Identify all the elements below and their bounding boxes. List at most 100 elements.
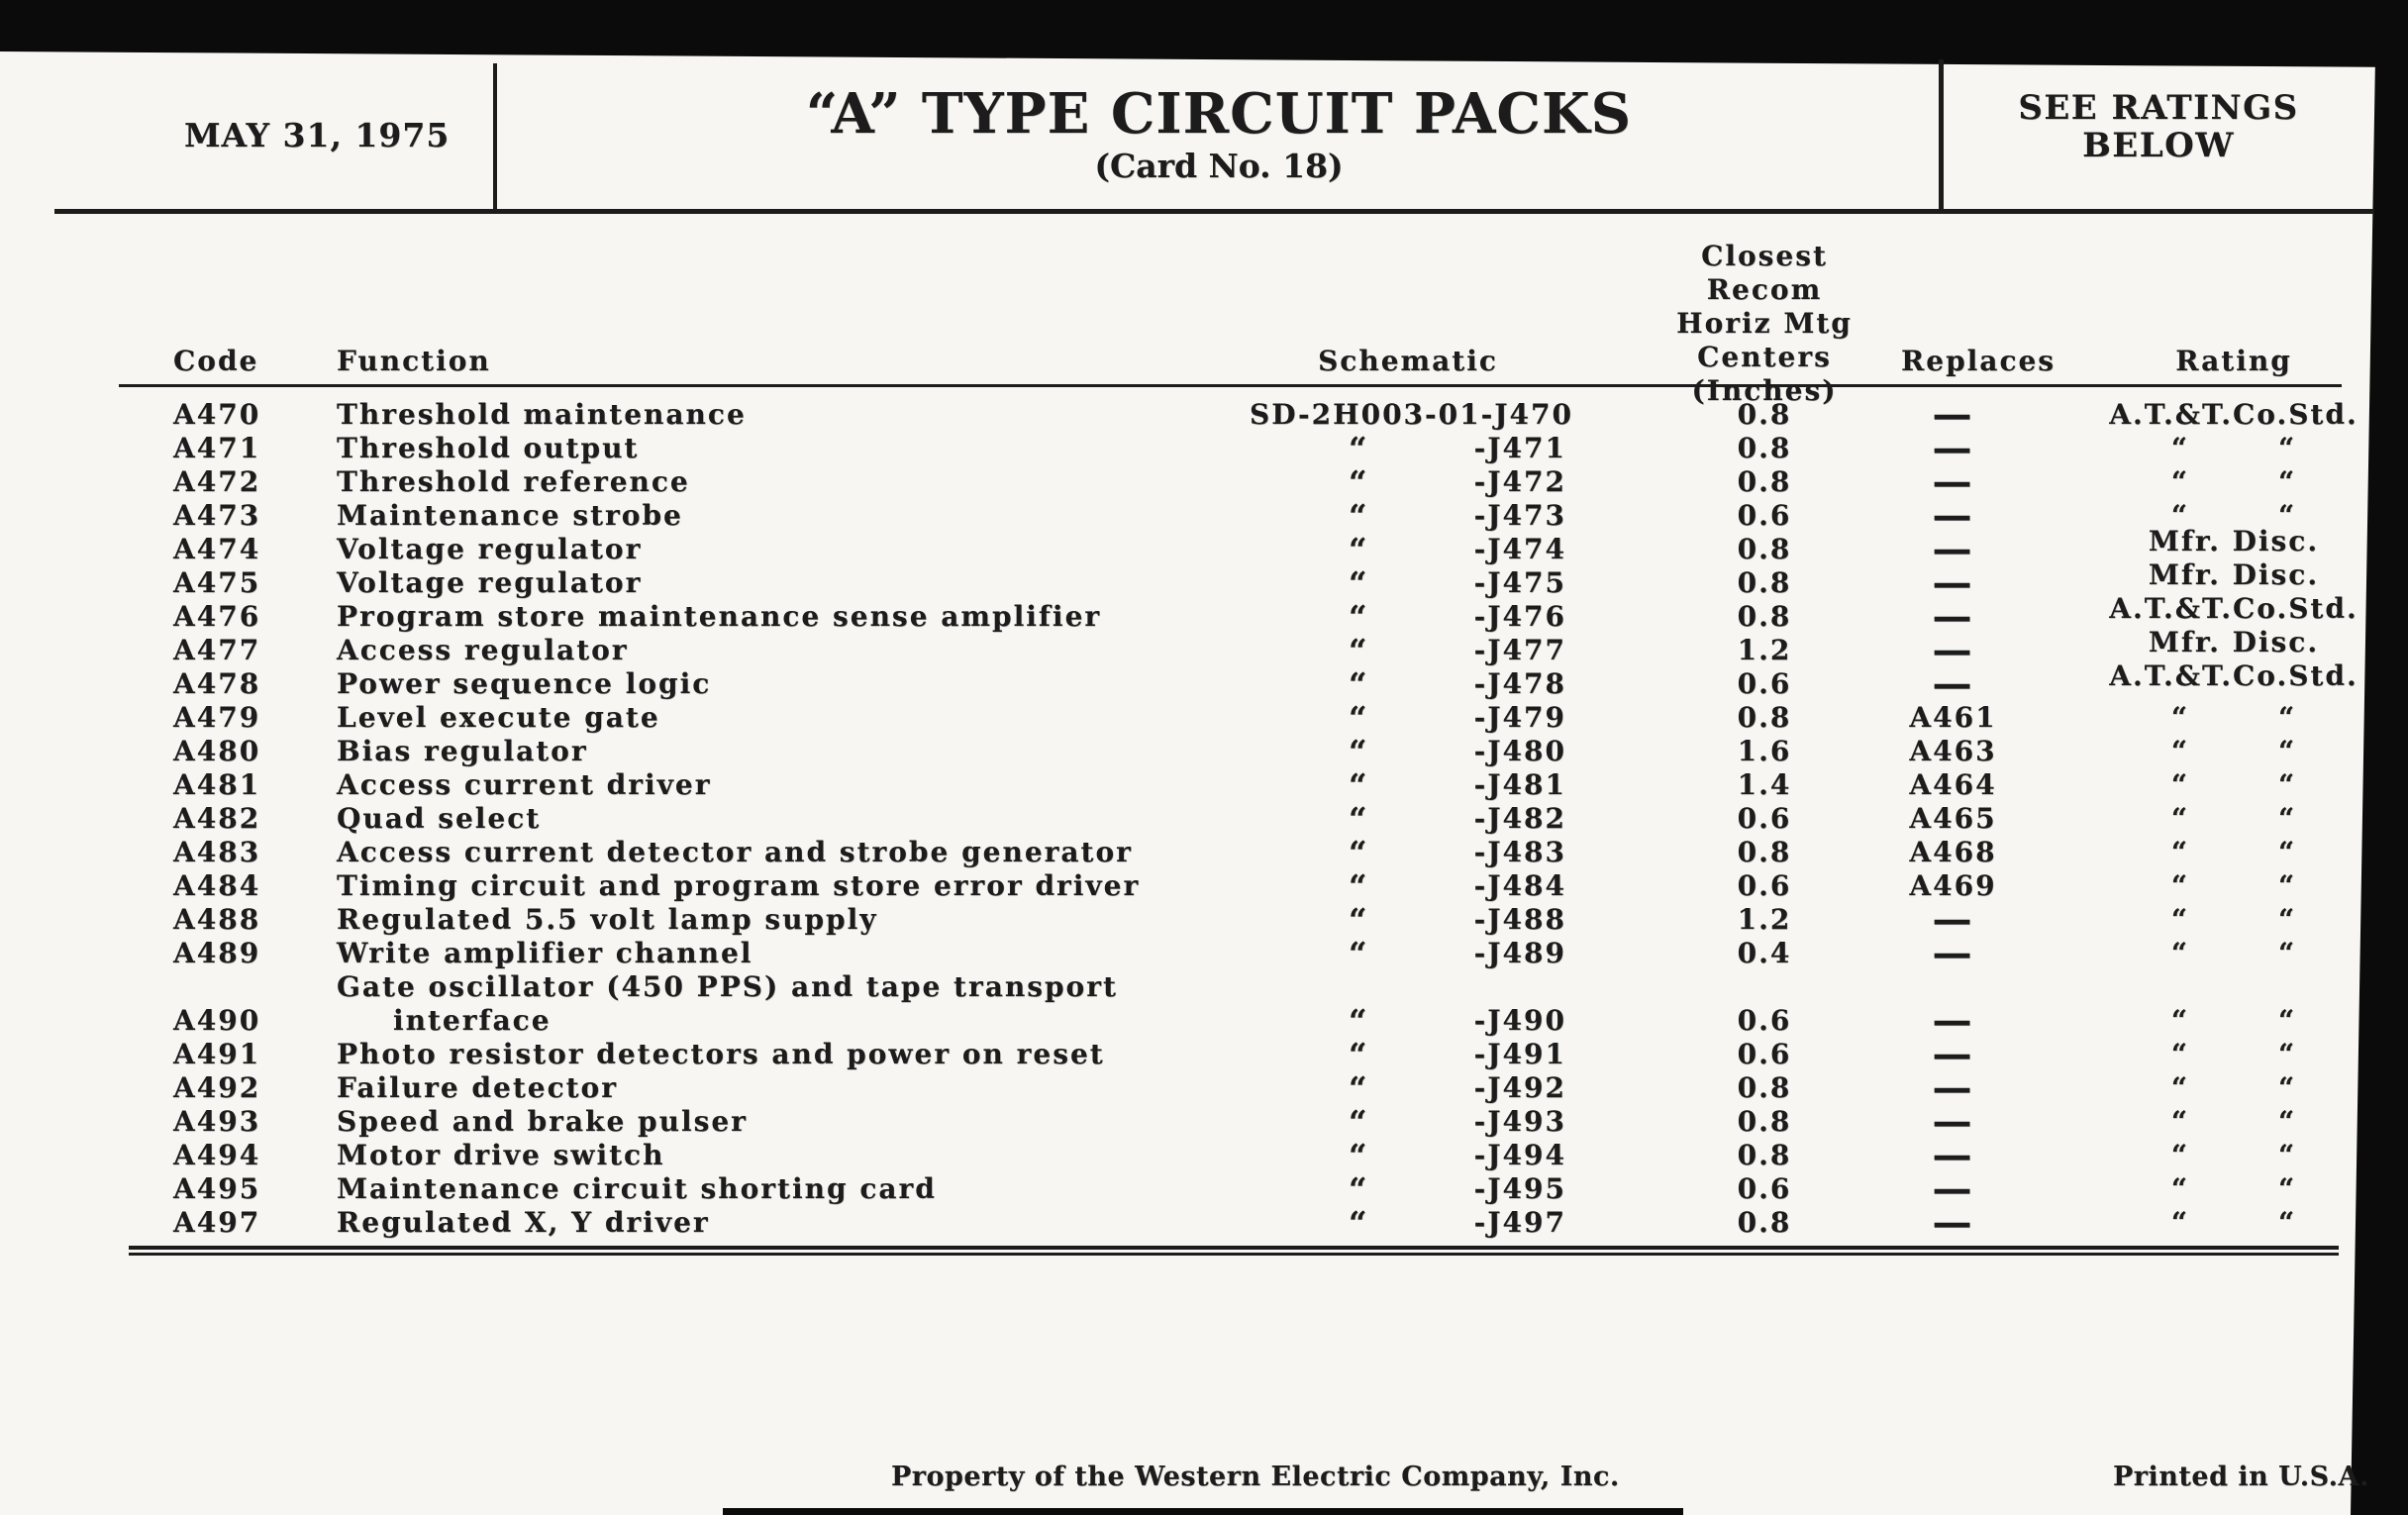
card-number: (Card No. 18) [1094, 147, 1344, 185]
cell-schematic: “ -J477 [1250, 634, 1566, 667]
cell-rating: “ “ [2170, 1206, 2297, 1239]
cell-schematic: “ -J497 [1250, 1206, 1566, 1240]
cell-function: Quad select [337, 802, 1250, 836]
table-row: A470 Threshold maintenance SD-2H003-01-J… [173, 395, 2371, 435]
table-row: A475 Voltage regulator “ -J475 0.8 — Mfr… [173, 558, 2371, 606]
ditto-mark: “ [1349, 430, 1369, 467]
cell-code: A484 [173, 869, 261, 902]
date-label: MAY 31, 1975 [184, 116, 451, 154]
cell-replaces: — [1932, 559, 1974, 606]
cell-rating: “ “ [2170, 465, 2297, 498]
cell-centers: 1.2 [1737, 634, 1792, 666]
cell-replaces: — [1932, 930, 1974, 976]
cell-code: A475 [173, 566, 261, 599]
cell-function: Access regulator [337, 634, 1250, 667]
cell-replaces: A465 [1909, 802, 1997, 835]
footer-printed-in: Printed in U.S.A. [2113, 1462, 2369, 1492]
function-text: Access current driver [337, 768, 712, 801]
cell-schematic: “ -J491 [1250, 1038, 1566, 1071]
cell-replaces: — [1932, 593, 1974, 640]
ditto-mark: “ [1349, 1036, 1369, 1073]
cell-rating: A.T.&T.Co.Std. [2109, 659, 2358, 692]
cell-code: A490 [173, 1004, 261, 1037]
cell-rating: Mfr. Disc. [2148, 558, 2320, 591]
table-body: A470 Threshold maintenance SD-2H003-01-J… [173, 395, 2371, 1246]
cell-function: Voltage regulator [337, 566, 1250, 600]
ditto-mark: “ [1349, 1069, 1369, 1107]
table-row: A479 Level execute gate “ -J479 0.8 A461… [173, 701, 2371, 735]
column-header-schematic: Schematic [1318, 345, 1498, 377]
cell-code: A495 [173, 1172, 261, 1205]
schematic-ref: -J481 [1473, 768, 1566, 801]
schematic-ref: -J492 [1473, 1071, 1566, 1104]
cell-code: A492 [173, 1071, 261, 1104]
table-row: A484 Timing circuit and program store er… [173, 869, 2371, 903]
cell-replaces: — [1932, 1064, 1974, 1111]
ditto-mark: “ [1349, 699, 1369, 737]
cell-function: Access current driver [337, 768, 1250, 802]
cell-centers: 0.6 [1737, 1004, 1792, 1037]
function-text: Regulated X, Y driver [337, 1206, 710, 1239]
cell-function: Threshold reference [337, 465, 1250, 499]
table-row: A488 Regulated 5.5 volt lamp supply “ -J… [173, 900, 2371, 940]
cell-function: Write amplifier channel [337, 937, 1250, 970]
cell-schematic: “ -J490 [1250, 1004, 1566, 1038]
function-text: Maintenance circuit shorting card [337, 1172, 937, 1205]
cell-centers: 0.8 [1737, 1206, 1792, 1239]
cell-rating: “ “ [2170, 1038, 2297, 1070]
column-header-code: Code [173, 345, 259, 377]
schematic-ref: -J488 [1473, 903, 1566, 936]
cell-replaces: A461 [1909, 701, 1997, 734]
cell-code: A472 [173, 465, 261, 498]
table-row: A493 Speed and brake pulser “ -J493 0.8 … [173, 1102, 2371, 1142]
column-header-rating: Rating [2175, 345, 2292, 377]
cell-rating: “ “ [2170, 1004, 2297, 1037]
cell-code: A493 [173, 1105, 261, 1138]
schematic-ref: -J483 [1473, 836, 1566, 868]
function-text: Access regulator [337, 634, 629, 666]
schematic-ref: -J489 [1473, 937, 1566, 969]
cell-code: A477 [173, 634, 261, 666]
function-text: Threshold output [337, 432, 640, 464]
cell-rating: “ “ [2170, 432, 2297, 464]
cell-code: A470 [173, 398, 261, 431]
cell-rating: Mfr. Disc. [2148, 626, 2320, 658]
function-text: Speed and brake pulser [337, 1105, 748, 1138]
cell-schematic: “ -J478 [1250, 667, 1566, 701]
cell-schematic: “ -J482 [1250, 802, 1566, 836]
cell-code: A480 [173, 735, 261, 767]
cell-replaces: — [1932, 1199, 1974, 1246]
cell-centers: 0.8 [1737, 1105, 1792, 1138]
cell-function: Timing circuit and program store error d… [337, 869, 1250, 903]
table-row: A480 Bias regulator “ -J480 1.6 A463 “ “ [173, 735, 2371, 768]
table-bottom-rule [129, 1246, 2339, 1256]
schematic-ref: -J472 [1473, 465, 1566, 498]
cell-schematic: “ -J494 [1250, 1139, 1566, 1172]
function-text: Photo resistor detectors and power on re… [337, 1038, 1105, 1070]
cell-schematic: “ -J471 [1250, 432, 1566, 465]
cell-function: Program store maintenance sense amplifie… [337, 600, 1250, 634]
cell-replaces: A464 [1909, 768, 1997, 801]
cell-centers: 0.6 [1737, 1038, 1792, 1070]
cell-centers: 0.8 [1737, 600, 1792, 633]
ditto-mark: “ [1349, 1170, 1369, 1208]
table-row: A473 Maintenance strobe “ -J473 0.6 — “ … [173, 496, 2371, 536]
schematic-ref: -J473 [1473, 499, 1566, 532]
function-text: Bias regulator [337, 735, 588, 767]
ditto-mark: “ [1349, 733, 1369, 770]
cell-code: A483 [173, 836, 261, 868]
cell-centers: 0.6 [1737, 499, 1792, 532]
cell-centers: 0.6 [1737, 869, 1792, 902]
ditto-mark: “ [1349, 766, 1369, 804]
column-header-centers: Closest Recom Horiz Mtg Centers (Inches) [1676, 240, 1853, 407]
scan-edge-bottom [723, 1508, 1683, 1515]
cell-schematic: “ -J472 [1250, 465, 1566, 499]
scan-edge-top [0, 0, 2408, 67]
ditto-mark: “ [1349, 497, 1369, 535]
table-row: A491 Photo resistor detectors and power … [173, 1035, 2371, 1074]
cell-centers: 0.8 [1737, 398, 1792, 431]
column-header-replaces: Replaces [1901, 345, 2057, 377]
function-text: Regulated 5.5 volt lamp supply [337, 903, 878, 936]
cell-rating: “ “ [2170, 735, 2297, 767]
